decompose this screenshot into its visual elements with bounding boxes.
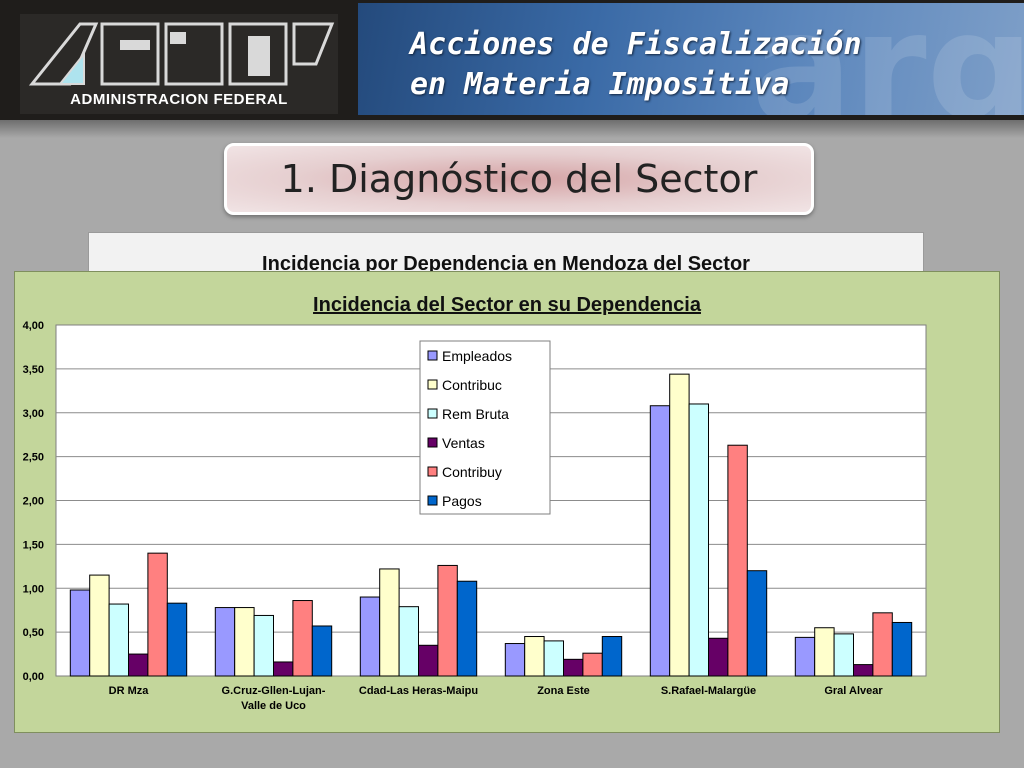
bar-ventas <box>563 658 584 677</box>
afip-logo: ADMINISTRACION FEDERAL <box>20 14 338 114</box>
x-tick-label: G.Cruz-Gllen-Lujan- <box>222 685 326 697</box>
legend-label: Pagos <box>442 493 482 509</box>
legend-label: Contribuy <box>442 464 502 480</box>
x-tick-label: DR Mza <box>109 685 150 697</box>
bar-chart: 0,00 0,50 1,00 1,50 2,00 2,50 3,00 3,50 4,00 DR M… <box>23 320 927 712</box>
bar-rem-bruta <box>688 403 709 677</box>
legend-swatch <box>427 379 438 390</box>
y-tick-label: 2,50 <box>23 452 44 464</box>
bar-ventas <box>418 644 439 677</box>
bar-empleados <box>504 643 526 677</box>
y-tick-label: 3,00 <box>23 408 44 420</box>
bar-pagos <box>891 621 913 677</box>
section-title: 1. Diagnóstico del Sector <box>224 143 814 215</box>
banner-title-line-1: Acciones de Fiscalización <box>410 27 862 62</box>
bar-pagos <box>456 580 478 677</box>
y-tick-label: 2,00 <box>23 496 44 508</box>
bar-empleados <box>214 607 236 677</box>
legend-swatch <box>427 437 438 448</box>
x-tick-label: Gral Alvear <box>824 685 883 697</box>
bar-contribuc <box>814 627 835 677</box>
bar-empleados <box>359 596 381 677</box>
bar-contribuy <box>872 612 893 677</box>
bar-pagos <box>746 570 768 677</box>
background-chart-title: Incidencia por Dependencia en Mendoza de… <box>262 253 750 275</box>
header-banner: arg Acciones de Fiscalización en Materia… <box>358 3 1024 115</box>
logo-caption: ADMINISTRACION FEDERAL <box>70 91 288 108</box>
bar-contribuc <box>89 574 110 677</box>
bar-pagos <box>166 602 188 677</box>
bar-rem-bruta <box>253 614 275 677</box>
bar-empleados <box>69 589 91 677</box>
chart-panel: Incidencia del Sector en su Dependencia … <box>14 271 1000 733</box>
legend-swatch <box>427 495 438 506</box>
bar-contribuc <box>234 607 255 677</box>
y-tick-label: 3,50 <box>23 364 44 376</box>
legend-label: Contribuc <box>442 377 502 393</box>
y-tick-label: 1,00 <box>23 583 44 595</box>
legend-swatch <box>427 466 438 477</box>
y-tick-label: 0,50 <box>23 627 44 639</box>
legend-label: Rem Bruta <box>442 406 509 422</box>
legend-label: Ventas <box>442 435 485 451</box>
legend-swatch <box>427 350 438 361</box>
afip-logo-mark <box>28 22 335 86</box>
bar-contribuy <box>292 600 313 677</box>
y-tick-label: 1,50 <box>23 539 44 551</box>
header-shadow <box>0 120 1024 138</box>
banner-watermark: arg <box>751 3 1024 115</box>
x-tick-label: Valle de Uco <box>241 700 306 712</box>
x-tick-label: Zona Este <box>537 685 590 697</box>
bar-rem-bruta <box>398 606 420 677</box>
y-tick-label: 4,00 <box>23 320 44 332</box>
y-tick-label: 0,00 <box>23 671 44 683</box>
bar-contribuc <box>379 568 400 677</box>
bar-ventas <box>708 637 729 677</box>
header-bar: ADMINISTRACION FEDERAL arg Acciones de F… <box>0 0 1024 120</box>
bar-pagos <box>311 625 333 677</box>
banner-title-line-2: en Materia Impositiva <box>410 67 790 102</box>
bar-rem-bruta <box>108 603 129 677</box>
x-tick-label: Cdad-Las Heras-Maipu <box>359 685 478 697</box>
bar-ventas <box>853 664 874 677</box>
legend-label: Empleados <box>442 348 512 364</box>
bar-contribuc <box>524 636 545 677</box>
bar-pagos <box>601 636 623 677</box>
legend-swatch <box>427 408 438 419</box>
chart-title: Incidencia del Sector en su Dependencia <box>313 294 701 316</box>
bar-contribuy <box>437 564 458 677</box>
x-tick-label: S.Rafael-Malargüe <box>661 685 756 697</box>
bar-contribuy <box>727 444 748 677</box>
bar-rem-bruta <box>543 640 564 677</box>
bar-ventas <box>273 661 294 677</box>
bar-contribuy <box>582 652 603 677</box>
bar-ventas <box>128 653 149 677</box>
bar-rem-bruta <box>833 633 854 677</box>
bar-empleados <box>794 636 816 677</box>
bar-contribuy <box>147 552 168 677</box>
bar-contribuc <box>669 373 690 677</box>
bar-empleados <box>649 405 671 677</box>
legend-box <box>419 340 551 515</box>
